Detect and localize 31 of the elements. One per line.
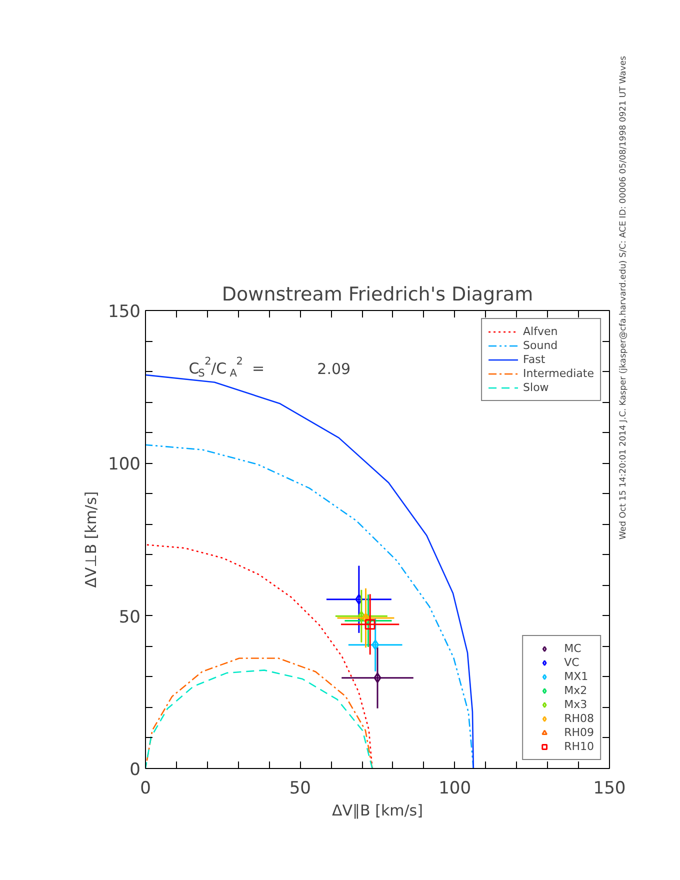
x-tick-label: 150 xyxy=(593,778,626,798)
y-tick-label: 100 xyxy=(108,454,141,475)
legend-label: MC xyxy=(564,642,582,655)
y-tick-label: 150 xyxy=(108,302,141,322)
point xyxy=(374,672,382,684)
y-tick-label: 0 xyxy=(130,760,141,780)
legend-label: Alfven xyxy=(523,325,558,338)
legend-label: Mx2 xyxy=(564,684,588,697)
x-axis-title: ΔV∥B [km/s] xyxy=(332,802,423,820)
legend-label: Mx3 xyxy=(564,698,588,711)
point xyxy=(362,612,370,624)
point xyxy=(355,594,363,605)
x-tick-label: 100 xyxy=(438,778,472,798)
legend-label: Slow xyxy=(523,381,549,394)
point xyxy=(358,610,366,622)
legend-label: Fast xyxy=(523,353,546,366)
x-tick-label: 50 xyxy=(289,778,311,798)
chart-title: Downstream Friedrich's Diagram xyxy=(222,284,534,306)
text: Wed Oct 15 14:20:01 2014 J.C. Kasper (jkasper@cfa.harvard.edu) S/C: ACE ID: 00006 05/08/1998 0921 UT Waves xyxy=(618,55,628,540)
legend-label: VC xyxy=(564,656,580,669)
line-series xyxy=(146,544,373,768)
y-axis-title: ΔV⊥B [km/s] xyxy=(82,491,100,588)
y-tick-label: 50 xyxy=(118,607,141,628)
point xyxy=(364,619,376,630)
legend-label: MX1 xyxy=(564,670,588,683)
point xyxy=(372,640,380,650)
legend-label: Intermediate xyxy=(523,367,594,380)
legend-label: RH09 xyxy=(564,726,594,739)
legend-label: Sound xyxy=(523,339,558,352)
legend-label: RH10 xyxy=(564,740,594,753)
legend-label: RH08 xyxy=(564,712,594,725)
